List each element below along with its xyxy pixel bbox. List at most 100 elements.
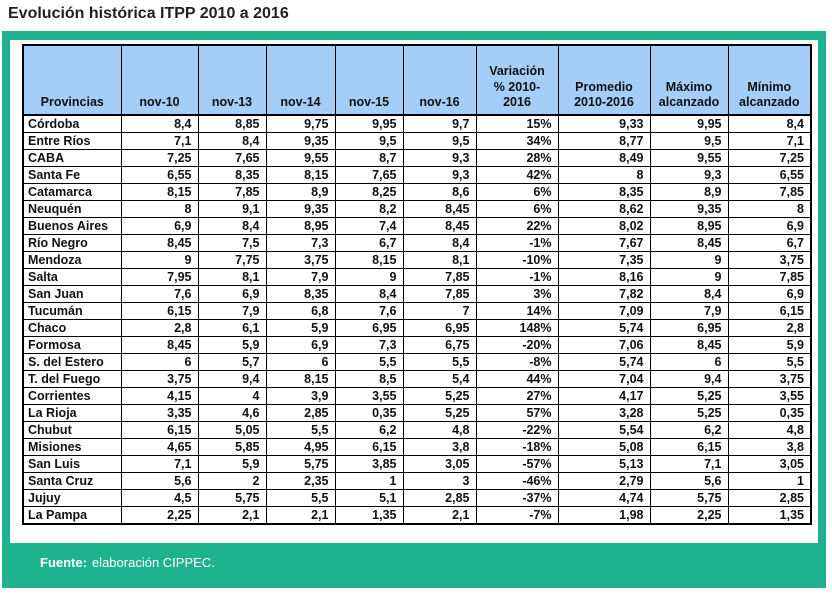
value-cell: 5,9 <box>197 455 267 473</box>
value-cell: 9,35 <box>649 200 729 218</box>
value-cell: 6,2 <box>649 421 729 439</box>
value-cell: 6 <box>120 353 199 371</box>
value-cell: 3,28 <box>557 404 651 422</box>
value-cell: 6 <box>649 353 729 371</box>
column-header: Provincias <box>22 44 122 116</box>
value-cell: 8,95 <box>265 217 336 235</box>
value-cell: 2 <box>197 472 267 490</box>
province-cell: Santa Cruz <box>22 472 122 490</box>
value-cell: 1,98 <box>557 506 651 525</box>
value-cell: 6,9 <box>265 336 336 354</box>
value-cell: 3,05 <box>402 455 477 473</box>
value-cell: 7,04 <box>557 370 651 388</box>
value-cell: 8,45 <box>649 336 729 354</box>
value-cell: 5,74 <box>557 353 651 371</box>
column-header: Mínimo alcanzado <box>727 44 812 116</box>
value-cell: 2,85 <box>265 404 336 422</box>
value-cell: 4,95 <box>265 438 336 456</box>
value-cell: 5,25 <box>402 387 477 405</box>
value-cell: 8,02 <box>557 217 651 235</box>
value-cell: 7,9 <box>649 302 729 320</box>
value-cell: 5,25 <box>649 387 729 405</box>
table-row: Entre Ríos 7,1 8,4 9,35 9,5 9,5 34% 8,77 9,5 7,1 <box>22 132 812 150</box>
value-cell: 8,77 <box>557 132 651 150</box>
value-cell: 4,8 <box>402 421 477 439</box>
value-cell: -57% <box>475 455 559 473</box>
value-cell: 6 <box>265 353 336 371</box>
value-cell: 8,45 <box>120 336 199 354</box>
value-cell: 8,15 <box>120 183 199 201</box>
value-cell: 5,74 <box>557 319 651 337</box>
province-cell: T. del Fuego <box>22 370 122 388</box>
column-header: Promedio 2010-2016 <box>557 44 651 116</box>
value-cell: 5,7 <box>197 353 267 371</box>
table-row: Neuquén 8 9,1 9,35 8,2 8,45 6% 8,62 9,35 8 <box>22 200 812 218</box>
value-cell: 7,85 <box>402 285 477 303</box>
province-cell: Chubut <box>22 421 122 439</box>
value-cell: 7,6 <box>120 285 199 303</box>
province-cell: Chaco <box>22 319 122 337</box>
table-row: Chaco 2,8 6,1 5,9 6,95 6,95 148% 5,74 6,95 2,8 <box>22 319 812 337</box>
value-cell: 2,8 <box>120 319 199 337</box>
value-cell: 2,1 <box>265 506 336 525</box>
value-cell: 9 <box>649 268 729 286</box>
value-cell: 7,85 <box>402 268 477 286</box>
province-cell: Catamarca <box>22 183 122 201</box>
value-cell: 8,45 <box>120 234 199 252</box>
table-row: S. del Estero 6 5,7 6 5,5 5,5 -8% 5,74 6 5,5 <box>22 353 812 371</box>
value-cell: 2,1 <box>197 506 267 525</box>
table-row: San Juan 7,6 6,9 8,35 8,4 7,85 3% 7,82 8,4 6,9 <box>22 285 812 303</box>
value-cell: 3 <box>402 472 477 490</box>
value-cell: 28% <box>475 149 559 167</box>
value-cell: 9,33 <box>557 114 651 133</box>
value-cell: 6,15 <box>120 421 199 439</box>
value-cell: 9,35 <box>265 200 336 218</box>
value-cell: 57% <box>475 404 559 422</box>
value-cell: 3,8 <box>727 438 812 456</box>
value-cell: 4,6 <box>197 404 267 422</box>
province-cell: Formosa <box>22 336 122 354</box>
value-cell: 7,1 <box>120 132 199 150</box>
value-cell: 7,35 <box>557 251 651 269</box>
table-row: La Pampa 2,25 2,1 2,1 1,35 2,1 -7% 1,98 2,25 1,35 <box>22 506 812 525</box>
value-cell: 2,25 <box>649 506 729 525</box>
value-cell: 7,9 <box>197 302 267 320</box>
value-cell: 3,75 <box>727 370 812 388</box>
value-cell: -20% <box>475 336 559 354</box>
value-cell: 8,4 <box>649 285 729 303</box>
value-cell: 148% <box>475 319 559 337</box>
value-cell: 1 <box>334 472 404 490</box>
table-row: Buenos Aires 6,9 8,4 8,95 7,4 8,45 22% 8,02 8,95… <box>22 217 812 235</box>
value-cell: 9,35 <box>265 132 336 150</box>
value-cell: 6,2 <box>334 421 404 439</box>
value-cell: 8,4 <box>402 234 477 252</box>
value-cell: 5,85 <box>197 438 267 456</box>
value-cell: 9,95 <box>334 114 404 133</box>
value-cell: 1,35 <box>334 506 404 525</box>
value-cell: 6,95 <box>334 319 404 337</box>
column-header: nov-15 <box>334 44 404 116</box>
value-cell: 6,55 <box>120 166 199 184</box>
value-cell: 5,6 <box>120 472 199 490</box>
value-cell: 8,35 <box>197 166 267 184</box>
value-cell: 4 <box>197 387 267 405</box>
value-cell: 27% <box>475 387 559 405</box>
value-cell: 6,15 <box>120 302 199 320</box>
province-cell: San Juan <box>22 285 122 303</box>
province-cell: Entre Ríos <box>22 132 122 150</box>
table-row: Jujuy 4,5 5,75 5,5 5,1 2,85 -37% 4,74 5,75 2,85 <box>22 489 812 507</box>
province-cell: Neuquén <box>22 200 122 218</box>
value-cell: 9,1 <box>197 200 267 218</box>
source-text: elaboración CIPPEC. <box>91 555 215 570</box>
value-cell: 8,7 <box>334 149 404 167</box>
page-title: Evolución histórica ITPP 2010 a 2016 <box>8 5 289 22</box>
column-header: nov-13 <box>197 44 267 116</box>
value-cell: 14% <box>475 302 559 320</box>
value-cell: 2,85 <box>727 489 812 507</box>
value-cell: 4,65 <box>120 438 199 456</box>
value-cell: 42% <box>475 166 559 184</box>
value-cell: 5,08 <box>557 438 651 456</box>
value-cell: 9,3 <box>402 149 477 167</box>
value-cell: 5,75 <box>649 489 729 507</box>
